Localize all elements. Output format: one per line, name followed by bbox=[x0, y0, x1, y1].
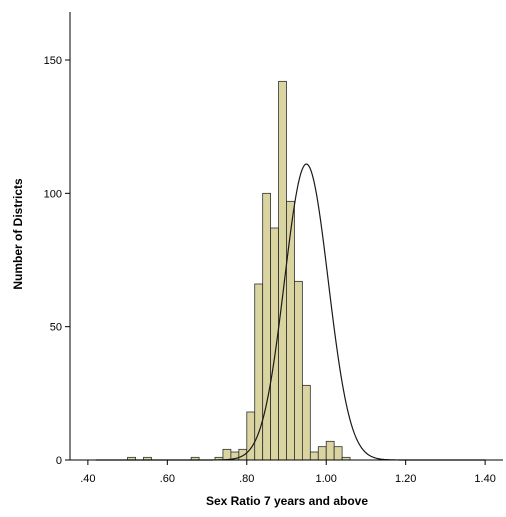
y-tick-label: 100 bbox=[44, 188, 62, 200]
histogram-bar bbox=[333, 446, 343, 461]
x-ticks: .40 .60 .80 1.00 1.20 1.40 bbox=[80, 460, 496, 485]
y-tick-label: 50 bbox=[50, 322, 62, 334]
histogram-bar bbox=[325, 440, 335, 461]
y-tick-label: 150 bbox=[44, 55, 62, 67]
x-tick-label: 1.20 bbox=[395, 473, 416, 485]
x-tick-label: 1.00 bbox=[316, 473, 337, 485]
x-tick-label: .60 bbox=[160, 473, 175, 485]
y-tick-label: 0 bbox=[56, 455, 62, 467]
x-tick-label: .80 bbox=[239, 473, 254, 485]
x-tick-label: 1.40 bbox=[474, 473, 495, 485]
histogram-bar bbox=[301, 384, 311, 461]
histogram-bar bbox=[262, 192, 272, 461]
histogram-bar bbox=[286, 200, 295, 461]
histogram-bar bbox=[294, 280, 303, 461]
histogram-bar bbox=[222, 448, 232, 461]
histogram-bar bbox=[317, 446, 327, 461]
histogram-bar bbox=[246, 411, 256, 461]
bars-layer bbox=[127, 80, 351, 461]
y-ticks: 0 50 100 150 bbox=[44, 55, 70, 467]
histogram-bar bbox=[238, 448, 248, 461]
histogram-bar bbox=[309, 451, 319, 461]
histogram-bar bbox=[270, 227, 279, 461]
y-axis-title: Number of Districts bbox=[11, 178, 25, 290]
x-tick-label: .40 bbox=[80, 473, 95, 485]
x-axis-title: Sex Ratio 7 years and above bbox=[206, 494, 368, 508]
